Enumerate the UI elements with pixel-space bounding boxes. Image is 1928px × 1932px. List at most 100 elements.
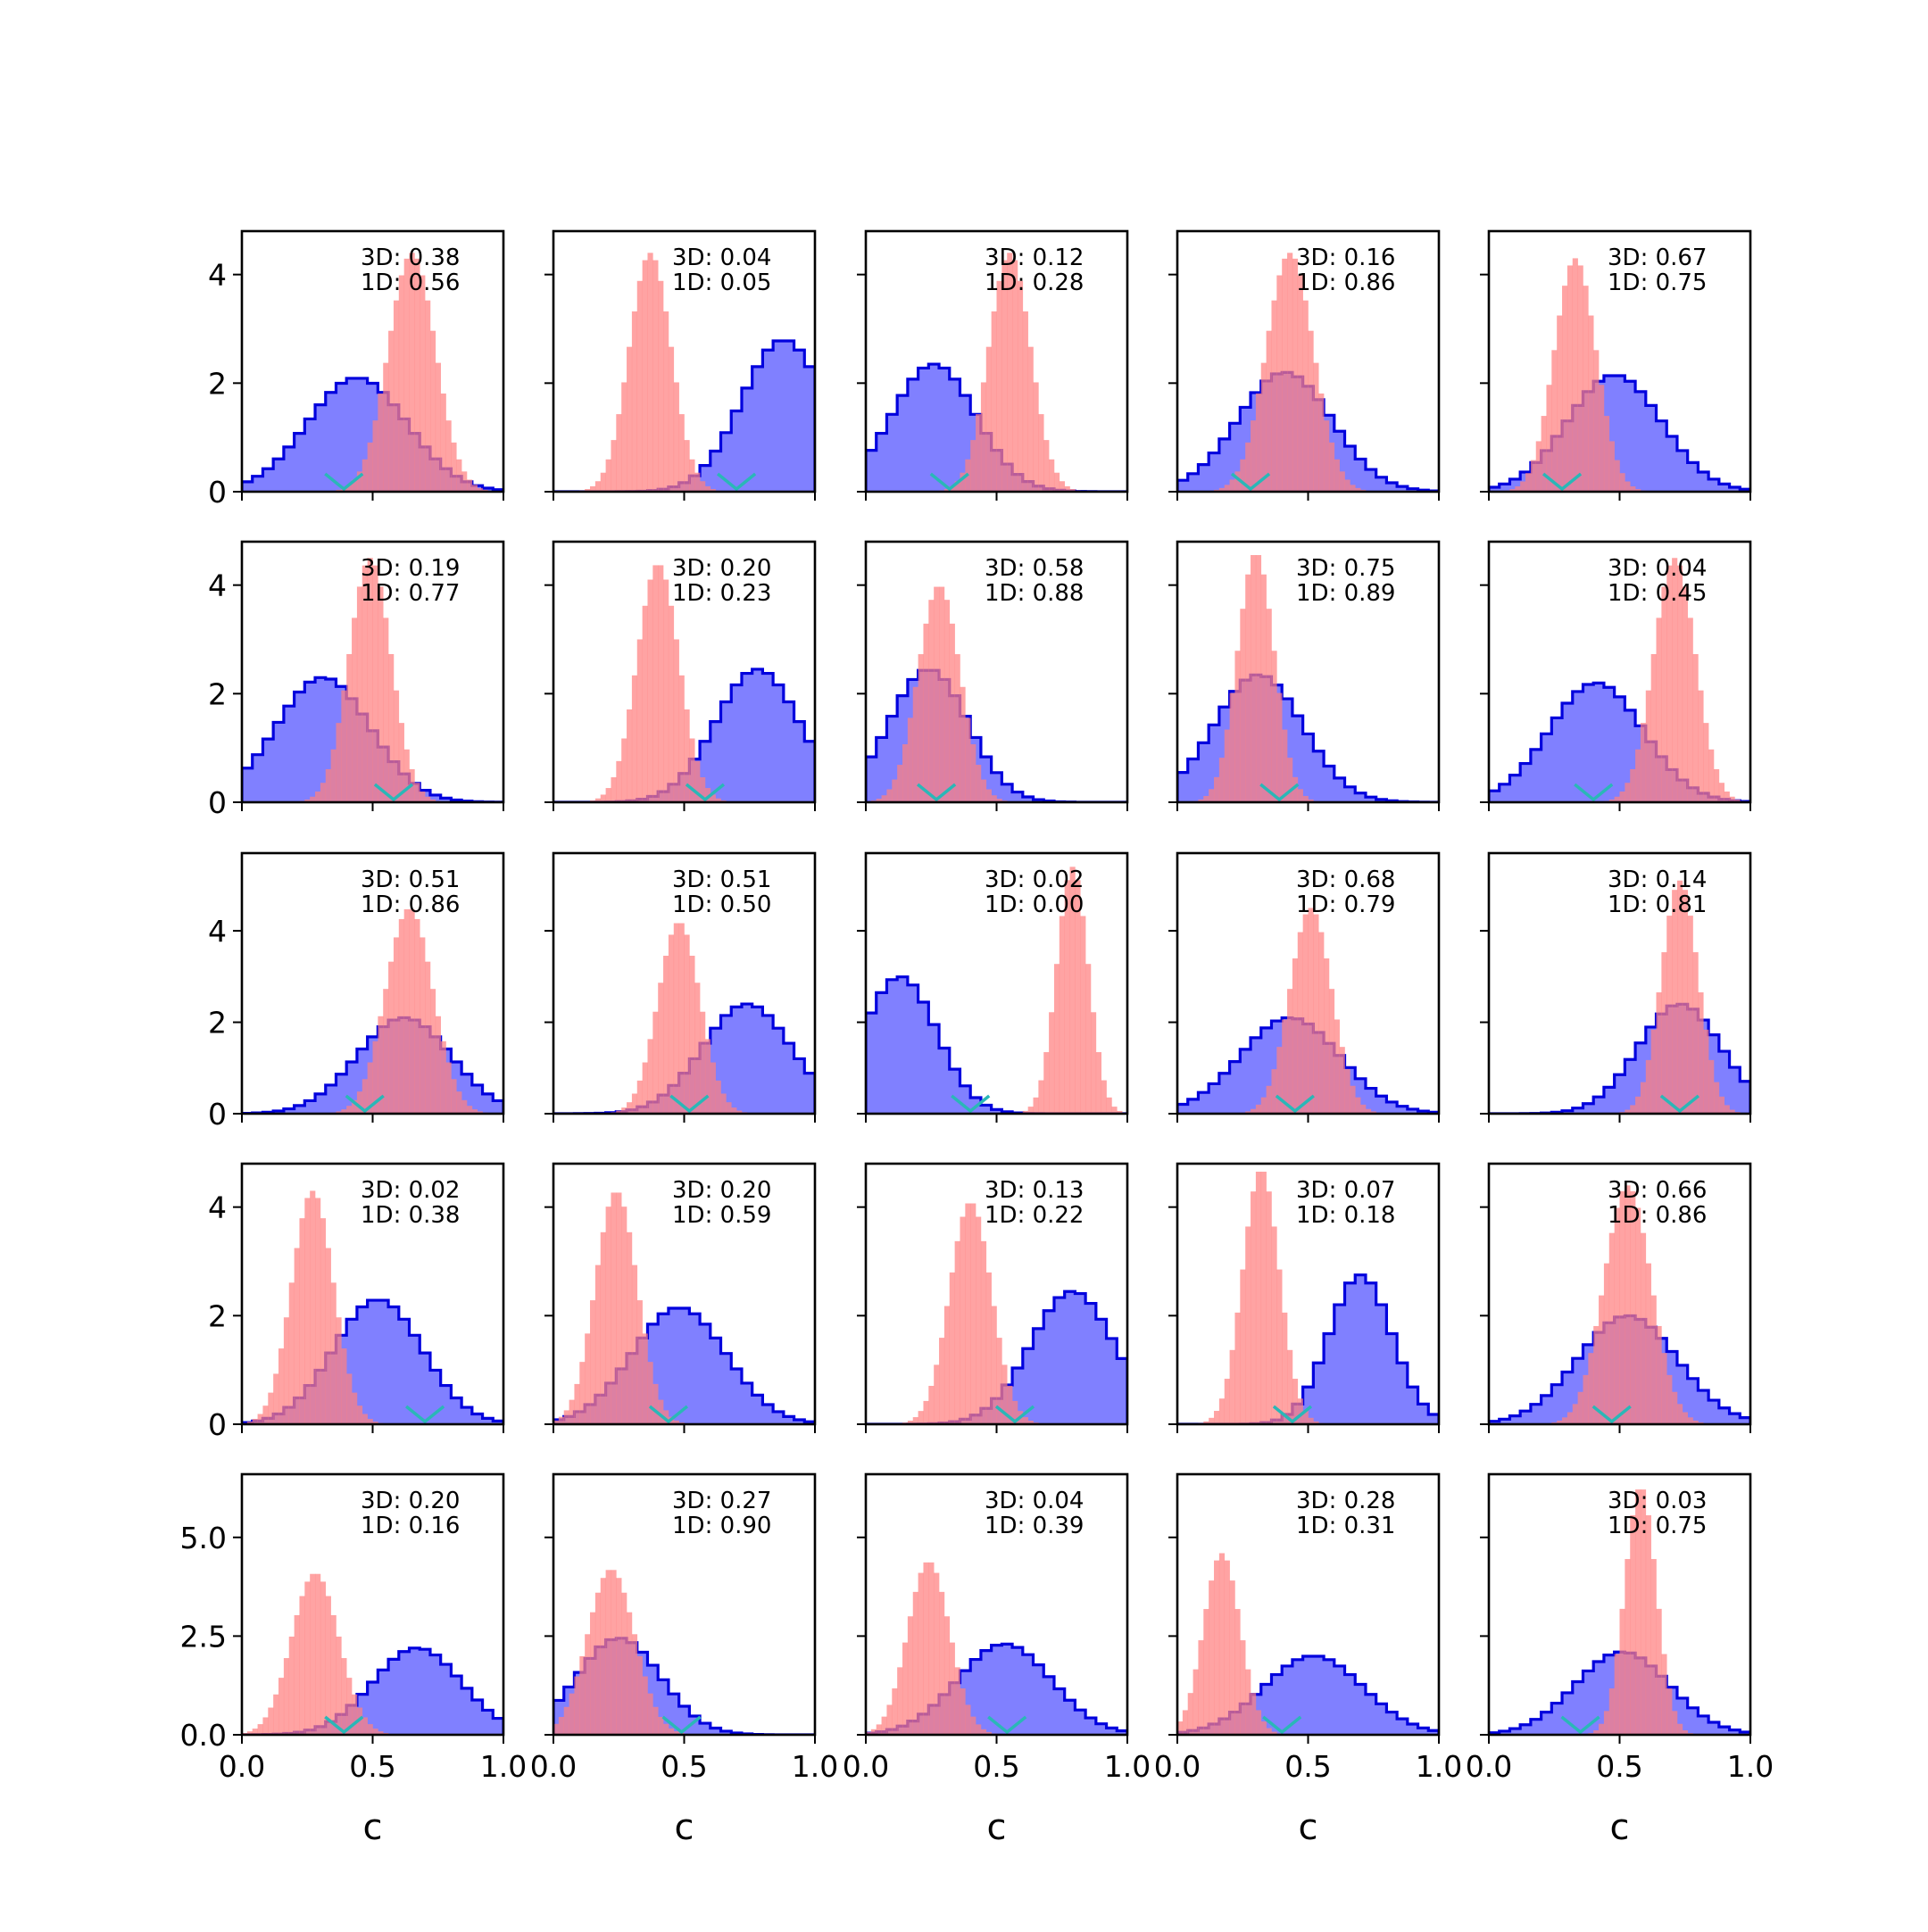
red-hist-bar <box>273 1373 278 1424</box>
blue-hist-bar <box>908 379 918 492</box>
red-hist-bar <box>1724 792 1730 802</box>
red-hist-bar <box>399 919 404 1114</box>
red-hist-bar <box>1567 265 1573 492</box>
blue-hist-bar <box>1520 764 1531 802</box>
blue-hist-bar <box>1188 1099 1199 1114</box>
red-hist-bar <box>284 1658 289 1735</box>
red-hist-bar <box>1599 385 1604 492</box>
blue-hist-bar <box>1219 1074 1230 1114</box>
red-hist-bar <box>908 1616 913 1735</box>
red-hist-bar <box>399 276 404 492</box>
red-hist-bar <box>1267 331 1272 492</box>
red-hist-bar <box>643 1677 648 1735</box>
red-hist-bar <box>304 1581 310 1735</box>
red-hist-bar <box>1698 992 1703 1114</box>
blue-hist-bar <box>918 368 929 492</box>
red-hist-bar <box>950 1643 955 1735</box>
blue-hist-bar <box>315 1094 326 1114</box>
red-hist-bar <box>1646 1060 1651 1114</box>
red-hist-bar <box>446 1063 452 1114</box>
red-hist-bar <box>341 691 346 802</box>
blue-hist-bar <box>410 1648 420 1735</box>
red-hist-bar <box>970 1204 976 1424</box>
red-hist-bar <box>383 363 388 492</box>
x-tick-label: 0.0 <box>219 1749 265 1784</box>
label-1d: 1D: 0.00 <box>985 891 1084 918</box>
x-axis-label: c <box>675 1807 694 1848</box>
red-hist-bar <box>430 989 436 1114</box>
label-3d: 3D: 0.03 <box>1608 1488 1707 1514</box>
red-hist-bar <box>1234 1313 1240 1424</box>
red-hist-bar <box>414 919 420 1114</box>
red-hist-bar <box>694 473 700 492</box>
label-3d: 3D: 0.51 <box>672 866 771 893</box>
red-hist-bar <box>394 937 399 1114</box>
blue-hist-bar <box>346 378 357 492</box>
blue-hist-bar <box>1345 1283 1356 1424</box>
red-hist-bar <box>1060 916 1065 1114</box>
red-hist-bar <box>1209 1580 1214 1735</box>
red-hist-bar <box>970 744 976 802</box>
blue-hist-bar <box>877 992 887 1114</box>
blue-hist-bar <box>304 1100 315 1114</box>
red-hist-bar <box>1034 382 1039 492</box>
label-1d: 1D: 0.86 <box>1296 269 1395 296</box>
red-hist-bar <box>1276 1270 1282 1424</box>
red-hist-bar <box>1661 586 1666 802</box>
blue-hist-bar <box>284 706 295 802</box>
red-hist-bar <box>1693 654 1699 802</box>
red-hist-bar <box>1214 1411 1219 1424</box>
red-hist-bar <box>611 1570 616 1735</box>
red-hist-bar <box>1719 783 1724 802</box>
red-hist-bar <box>1329 989 1334 1114</box>
red-hist-bar <box>944 1306 950 1424</box>
label-3d: 3D: 0.02 <box>361 1177 460 1204</box>
red-hist-bar <box>585 1333 590 1424</box>
red-hist-bar <box>1049 460 1054 492</box>
red-hist-bar <box>726 1102 731 1114</box>
label-1d: 1D: 0.88 <box>985 580 1084 607</box>
red-hist-bar <box>341 1348 346 1424</box>
red-hist-bar <box>331 1615 337 1735</box>
red-hist-bar <box>950 1273 955 1424</box>
red-hist-bar <box>1267 1086 1272 1114</box>
red-hist-bar <box>965 1204 970 1424</box>
red-hist-bar <box>970 440 976 492</box>
red-hist-bar <box>1282 259 1287 492</box>
red-hist-bar <box>368 1724 373 1735</box>
blue-hist-bar <box>388 1307 399 1424</box>
red-hist-bar <box>689 956 694 1114</box>
red-hist-bar <box>892 780 897 802</box>
red-hist-bar <box>1651 1296 1657 1424</box>
red-hist-bar <box>310 1574 315 1735</box>
panel-plot-area <box>866 1563 1127 1735</box>
red-hist-bar <box>637 639 643 802</box>
red-hist-bar <box>918 1411 924 1424</box>
red-hist-bar <box>420 937 425 1114</box>
red-hist-bar <box>652 261 658 492</box>
y-tick-label: 2 <box>208 1006 227 1041</box>
red-hist-bar <box>1256 394 1261 492</box>
red-hist-bar <box>1683 586 1688 802</box>
red-hist-bar <box>976 1724 981 1735</box>
red-hist-bar <box>1661 1654 1666 1735</box>
red-hist-bar <box>1085 964 1091 1114</box>
x-tick-label: 0.5 <box>661 1749 707 1784</box>
x-tick-label: 0.0 <box>843 1749 889 1784</box>
blue-hist-bar <box>1065 1291 1076 1424</box>
red-hist-bar <box>585 1634 590 1735</box>
red-hist-bar <box>1303 301 1309 492</box>
red-hist-bar <box>674 382 679 492</box>
blue-hist-bar <box>378 1300 388 1424</box>
red-hist-bar <box>1230 480 1235 492</box>
blue-hist-bar <box>1219 439 1230 492</box>
red-hist-bar <box>1334 1019 1340 1114</box>
red-hist-bar <box>1324 958 1329 1114</box>
red-hist-bar <box>1245 1670 1251 1735</box>
